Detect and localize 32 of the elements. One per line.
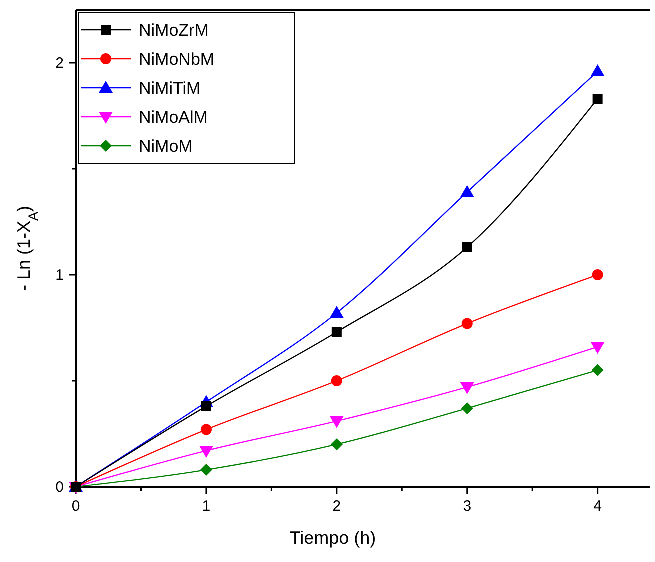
point	[200, 424, 212, 436]
x-tick-label: 0	[72, 498, 80, 515]
point	[590, 64, 605, 76]
legend-label: NiMoNbM	[139, 50, 215, 69]
point	[330, 438, 343, 451]
point	[592, 270, 604, 280]
point	[200, 464, 212, 476]
point	[199, 446, 214, 458]
point	[462, 318, 473, 330]
point	[331, 376, 342, 386]
x-tick-label: 1	[202, 498, 211, 515]
x-tick-label: 4	[594, 498, 602, 515]
y-tick-label: 1	[56, 267, 64, 284]
legend-label: NiMoZrM	[139, 21, 209, 40]
point	[332, 327, 342, 338]
point	[590, 342, 605, 354]
x-tick-label: 2	[332, 498, 342, 515]
point	[460, 185, 474, 198]
x-axis-title: Tiempo (h)	[290, 528, 376, 548]
point	[592, 364, 604, 376]
x-tick-label: 3	[463, 498, 472, 515]
legend-label: NiMiTiM	[139, 79, 201, 98]
point	[462, 242, 472, 252]
legend-label: NiMoAlM	[139, 108, 208, 127]
point	[460, 382, 474, 394]
point	[592, 94, 603, 104]
y-tick-label: 0	[56, 479, 64, 496]
point	[461, 402, 474, 415]
point	[330, 306, 344, 318]
y-tick-label: 2	[56, 55, 64, 72]
point	[330, 416, 344, 428]
legend-label: NiMoM	[139, 137, 193, 156]
